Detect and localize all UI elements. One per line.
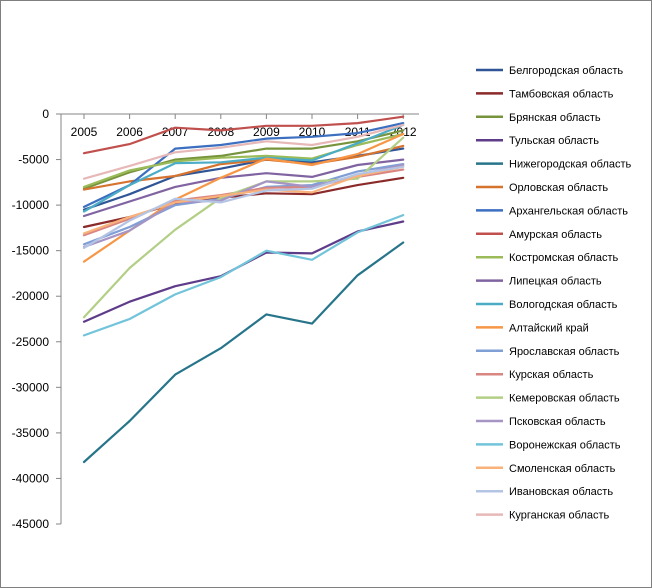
y-tick-label: -20000 <box>12 289 50 303</box>
series-line <box>82 123 405 180</box>
legend-label: Костромская область <box>509 252 619 264</box>
legend-label: Вологодская область <box>509 299 618 311</box>
y-tick-label: -15000 <box>12 244 50 258</box>
legend-label: Курганская область <box>509 510 610 522</box>
y-tick-label: -30000 <box>12 380 50 394</box>
legend: Белгородская область Тамбовская область Бр… <box>476 65 632 522</box>
legend-label: Нижегородская область <box>509 159 632 171</box>
series-line <box>82 121 405 208</box>
legend-label: Амурская область <box>509 229 602 241</box>
y-tick-label: -25000 <box>12 335 50 349</box>
series-line <box>82 129 405 190</box>
legend-label: Ярославская область <box>509 346 620 358</box>
legend-label: Псковская область <box>509 416 606 428</box>
legend-label: Курская область <box>509 369 594 381</box>
series-line <box>82 165 405 235</box>
x-tick-label: 2006 <box>116 125 143 139</box>
series-line <box>82 115 405 155</box>
series-line <box>82 214 405 337</box>
series-line <box>82 158 405 218</box>
series-line <box>82 123 405 213</box>
x-tick-label: 2008 <box>207 125 234 139</box>
series-line <box>82 165 405 249</box>
legend-label: Воронежская область <box>509 439 621 451</box>
legend-label: Смоленская область <box>509 463 616 475</box>
series-lines <box>82 115 405 464</box>
y-tick-label: -5000 <box>18 153 49 167</box>
y-tick-label: -35000 <box>12 426 50 440</box>
axes <box>60 113 419 524</box>
y-axis-ticks: 0 -5000 -10000 -15000 -20000 -25000 -30000 -350… <box>12 107 61 531</box>
legend-label: Орловская область <box>509 182 608 194</box>
x-tick-label: 2009 <box>253 125 280 139</box>
y-tick-label: -40000 <box>12 471 50 485</box>
legend-label: Тульская область <box>509 135 599 147</box>
legend-label: Ивановская область <box>509 486 613 498</box>
legend-label: Белгородская область <box>509 65 623 77</box>
series-line <box>82 220 405 323</box>
series-line <box>82 132 405 188</box>
legend-label: Брянская область <box>509 112 601 124</box>
legend-label: Архангельская область <box>509 205 628 217</box>
legend-label: Липецкая область <box>509 276 602 288</box>
y-tick-label: -10000 <box>12 198 50 212</box>
legend-label: Алтайский край <box>509 322 589 334</box>
legend-label: Тамбовская область <box>509 88 614 100</box>
y-tick-label: -45000 <box>12 517 50 531</box>
y-tick-label: 0 <box>42 107 49 121</box>
legend-label: Кемеровская область <box>509 393 620 405</box>
series-line <box>82 241 405 464</box>
x-tick-label: 2005 <box>71 125 98 139</box>
